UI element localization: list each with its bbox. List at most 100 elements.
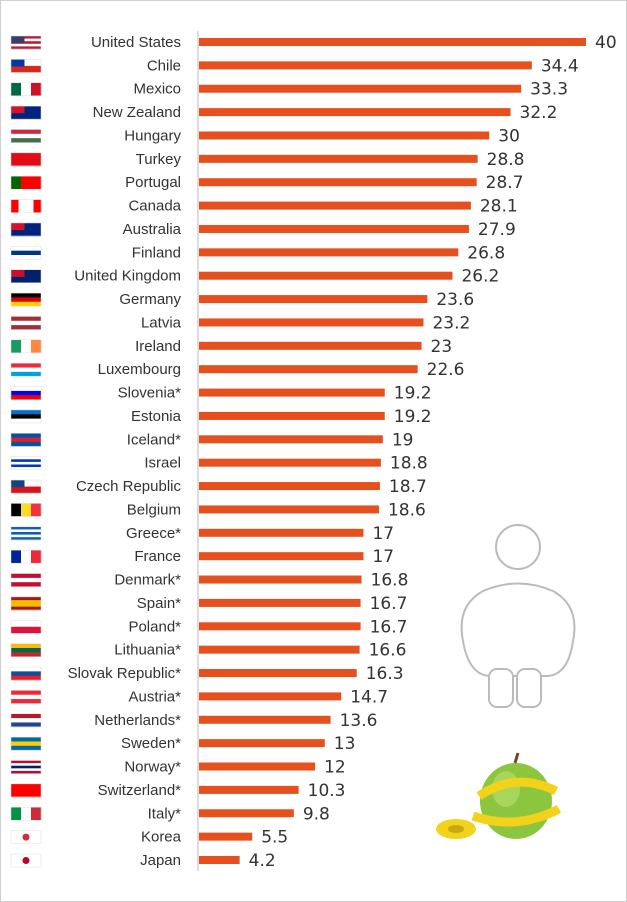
bar (199, 809, 294, 818)
bar (199, 832, 253, 841)
bar (199, 435, 383, 444)
flag-icon (10, 736, 42, 751)
bar (199, 505, 379, 514)
flag-icon (10, 549, 42, 564)
category-label: United States (91, 34, 181, 51)
value-label: 17 (372, 547, 394, 567)
category-label: Finland (132, 244, 181, 261)
value-label: 18.8 (390, 454, 428, 474)
bar (199, 669, 357, 678)
category-label: Sweden* (121, 735, 181, 752)
flag-icon (10, 175, 42, 190)
category-label: Netherlands* (94, 712, 181, 729)
bar (199, 388, 385, 397)
bar (199, 785, 299, 794)
value-label: 26.2 (461, 267, 499, 287)
bar (199, 178, 477, 187)
flag-icon (10, 830, 42, 844)
value-label: 19.2 (394, 407, 432, 427)
flag-icon (10, 362, 42, 377)
flag-icon (10, 105, 42, 120)
flag-icon (10, 269, 42, 284)
value-label: 16.8 (371, 571, 409, 591)
flag-icon (10, 526, 42, 541)
value-label: 13.6 (340, 711, 378, 731)
category-label: Germany (119, 291, 181, 308)
value-label: 16.3 (366, 664, 404, 684)
value-label: 9.8 (303, 804, 330, 824)
category-label: Estonia (131, 408, 182, 425)
flag-icon (10, 760, 42, 774)
bar (199, 856, 240, 864)
flag-icon (10, 643, 42, 657)
value-label: 4.2 (249, 851, 276, 871)
apple-measuring-tape-icon (436, 752, 562, 839)
bar (199, 458, 381, 467)
bar (199, 598, 361, 607)
category-label: Iceland* (127, 431, 181, 448)
category-label: Chile (147, 57, 181, 74)
flag-icon (10, 222, 42, 237)
category-label: Korea (141, 829, 182, 846)
bar (199, 715, 331, 724)
category-label: France (134, 548, 181, 565)
bar (199, 224, 469, 233)
bar (199, 528, 364, 537)
flag-icon (10, 666, 42, 681)
bar (199, 248, 459, 257)
value-label: 18.6 (388, 500, 426, 520)
flag-icon (10, 82, 42, 96)
bar (199, 131, 490, 140)
bar (199, 365, 418, 374)
flag-icon (10, 620, 42, 634)
category-label: Canada (128, 198, 181, 215)
value-label: 30 (498, 126, 520, 146)
flag-icon (10, 292, 42, 307)
category-label: United Kingdom (74, 268, 181, 285)
bar (199, 108, 511, 117)
flag-icon (10, 479, 42, 494)
flag-icon (10, 456, 42, 470)
value-label: 26.8 (467, 243, 505, 263)
value-label: 19.2 (394, 384, 432, 404)
category-label: Denmark* (114, 572, 181, 589)
bar (199, 482, 380, 491)
bar (199, 692, 342, 701)
category-label: Turkey (136, 151, 182, 168)
flag-icon (10, 35, 42, 50)
value-label: 27.9 (478, 220, 516, 240)
value-label: 23 (431, 337, 453, 357)
flag-icon (10, 807, 42, 821)
flag-icon (10, 783, 42, 798)
value-label: 18.7 (389, 477, 427, 497)
value-label: 16.7 (370, 594, 408, 614)
flag-icon (10, 129, 42, 143)
value-label: 40 (595, 33, 617, 53)
flag-icon (10, 596, 42, 611)
value-label: 16.6 (369, 641, 407, 661)
value-label: 12 (324, 758, 346, 778)
category-label: Luxembourg (98, 361, 181, 378)
value-label: 32.2 (520, 103, 558, 123)
category-label: New Zealand (93, 104, 181, 121)
bar (199, 552, 364, 561)
bar (199, 154, 478, 163)
value-label: 14.7 (350, 687, 388, 707)
bar (199, 38, 586, 46)
value-label: 10.3 (308, 781, 346, 801)
value-label: 19 (392, 430, 414, 450)
bar (199, 411, 385, 420)
value-label: 28.1 (480, 197, 518, 217)
bar (199, 762, 316, 771)
bar (199, 84, 522, 93)
flag-icon (10, 339, 42, 354)
category-label: Israel (144, 455, 181, 472)
flag-icon (10, 690, 42, 704)
bar (199, 341, 422, 350)
flag-icon (10, 199, 42, 213)
category-label: Portugal (125, 174, 181, 191)
bar (199, 201, 471, 210)
flag-icon (10, 246, 42, 260)
